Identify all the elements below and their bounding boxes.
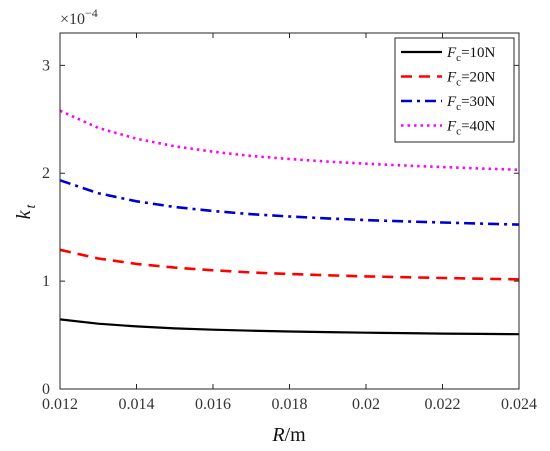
ticks-layer: 0.012 0.014 0.016 0.018 0.02 0.022 0.024 0 1 2 3 [42,33,537,413]
y-tick-label-3: 3 [42,57,50,74]
x-tick-label-5: 0.022 [425,396,461,413]
series-line-3 [59,179,520,226]
x-tick-label-6: 0.024 [501,396,537,413]
x-tick-label-4: 0.02 [352,396,380,413]
legend-label-1: Fc=10N [446,45,496,64]
legend-label-2: Fc=20N [446,70,496,89]
y-scale-multiplier: ×10 [60,11,85,28]
x-tick-label-1: 0.014 [119,396,155,413]
y-tick-label-0: 0 [42,381,50,398]
series-layer [59,109,520,336]
series-line-1 [59,318,520,336]
y-scale-label: ×10−4 [60,6,98,28]
legend-label-3: Fc=30N [446,94,496,113]
svg-text:×10−4: ×10−4 [60,6,98,28]
y-tick-label-1: 1 [42,273,50,290]
y-tick-label-2: 2 [42,165,50,182]
legend-label-4: Fc=40N [446,119,496,138]
series-line-2 [59,248,520,281]
y-axis-label: kt [13,204,39,220]
y-scale-exponent: −4 [85,6,98,20]
series-line-4 [59,109,520,172]
x-axis-label: R/m [271,424,306,446]
legend: Fc=10N Fc=20N Fc=30N Fc=40N [394,37,515,143]
x-tick-label-2: 0.016 [195,396,231,413]
x-tick-label-0: 0.012 [42,396,78,413]
x-tick-label-3: 0.018 [272,396,308,413]
